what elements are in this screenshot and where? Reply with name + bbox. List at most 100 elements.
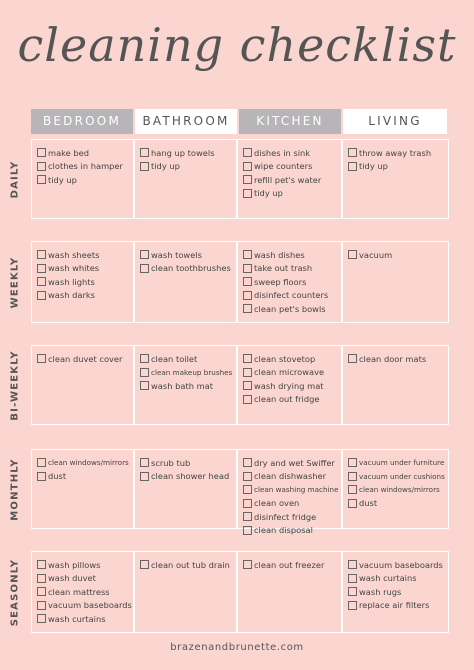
checklist-item[interactable]: clean washing machine — [243, 483, 339, 496]
checkbox[interactable] — [243, 250, 252, 259]
checkbox[interactable] — [140, 381, 149, 390]
checklist-item[interactable]: clean out freezer — [243, 558, 338, 571]
checklist-item[interactable]: clean disposal — [243, 524, 338, 537]
checkbox[interactable] — [243, 560, 252, 569]
checklist-item[interactable]: clean windows/mirrors — [37, 456, 130, 469]
checkbox[interactable] — [348, 573, 357, 583]
checkbox[interactable] — [348, 354, 357, 363]
checklist-item[interactable]: dishes in sink — [243, 146, 338, 159]
checklist-item[interactable]: clean out fridge — [243, 393, 338, 406]
checklist-item[interactable]: clean dishwasher — [243, 470, 338, 483]
checkbox[interactable] — [243, 277, 252, 286]
checkbox[interactable] — [37, 263, 46, 273]
checklist-item[interactable]: clean mattress — [37, 585, 130, 598]
checklist-item[interactable]: clean duvet cover — [37, 352, 130, 365]
checkbox[interactable] — [140, 354, 149, 363]
checklist-item[interactable]: clean windows/mirrors — [348, 483, 445, 496]
checklist-item[interactable]: clean shower head — [140, 470, 233, 483]
checkbox[interactable] — [140, 560, 149, 569]
checklist-item[interactable]: clean oven — [243, 497, 338, 510]
checkbox[interactable] — [243, 367, 252, 377]
checkbox[interactable] — [37, 148, 46, 157]
checkbox[interactable] — [37, 458, 46, 467]
checklist-item[interactable]: tidy up — [37, 173, 130, 186]
checklist-item[interactable]: clean door mats — [348, 352, 445, 365]
checkbox[interactable] — [243, 381, 252, 390]
checkbox[interactable] — [348, 161, 357, 171]
checkbox[interactable] — [243, 188, 252, 198]
checkbox[interactable] — [140, 161, 149, 171]
checkbox[interactable] — [140, 148, 149, 157]
checkbox[interactable] — [243, 485, 252, 494]
checkbox[interactable] — [243, 290, 252, 300]
checklist-item[interactable]: wash sheets — [37, 248, 130, 261]
checkbox[interactable] — [243, 161, 252, 171]
checkbox[interactable] — [243, 512, 252, 521]
checkbox[interactable] — [243, 525, 252, 535]
checkbox[interactable] — [243, 498, 252, 508]
checklist-item[interactable]: tidy up — [243, 187, 338, 200]
checkbox[interactable] — [37, 175, 46, 184]
checklist-item[interactable]: wash towels — [140, 248, 233, 261]
checkbox[interactable] — [37, 277, 46, 286]
checkbox[interactable] — [243, 458, 252, 467]
checkbox[interactable] — [37, 250, 46, 259]
checkbox[interactable] — [140, 471, 149, 481]
checklist-item[interactable]: disinfect fridge — [243, 510, 338, 523]
checklist-item[interactable]: clothes in hamper — [37, 160, 130, 173]
checklist-item[interactable]: wash whites — [37, 262, 130, 275]
checkbox[interactable] — [140, 250, 149, 259]
checklist-item[interactable]: vacuum — [348, 248, 445, 261]
checkbox[interactable] — [243, 304, 252, 313]
checklist-item[interactable]: throw away trash — [348, 146, 445, 159]
checklist-item[interactable]: clean makeup brushes — [140, 366, 233, 379]
checklist-item[interactable]: refill pet's water — [243, 173, 338, 186]
checkbox[interactable] — [37, 290, 46, 300]
checklist-item[interactable]: replace air filters — [348, 599, 445, 612]
checklist-item[interactable]: vacuum under cushions — [348, 470, 445, 483]
checkbox[interactable] — [243, 263, 252, 273]
checkbox[interactable] — [243, 148, 252, 157]
checklist-item[interactable]: wash darks — [37, 289, 130, 302]
checkbox[interactable] — [37, 614, 46, 623]
checklist-item[interactable]: wash lights — [37, 275, 130, 288]
checkbox[interactable] — [37, 354, 46, 363]
checklist-item[interactable]: wash curtains — [348, 572, 445, 585]
checkbox[interactable] — [348, 560, 357, 569]
checklist-item[interactable]: wash rugs — [348, 585, 445, 598]
checkbox[interactable] — [37, 560, 46, 569]
checkbox[interactable] — [243, 394, 252, 404]
checkbox[interactable] — [348, 587, 357, 596]
checkbox[interactable] — [348, 498, 357, 508]
checklist-item[interactable]: dust — [37, 470, 130, 483]
checklist-item[interactable]: dust — [348, 497, 445, 510]
checkbox[interactable] — [348, 471, 357, 481]
checklist-item[interactable]: clean toothbrushes — [140, 262, 233, 275]
checklist-item[interactable]: wash curtains — [37, 612, 130, 625]
checklist-item[interactable]: vacuum baseboards — [37, 599, 132, 612]
checkbox[interactable] — [348, 148, 357, 157]
checklist-item[interactable]: make bed — [37, 146, 130, 159]
checklist-item[interactable]: clean stovetop — [243, 352, 338, 365]
checklist-item[interactable]: dry and wet Swiffer — [243, 456, 338, 469]
checkbox[interactable] — [348, 485, 357, 494]
checkbox[interactable] — [243, 354, 252, 363]
checklist-item[interactable]: clean out tub drain — [140, 558, 233, 571]
checklist-item[interactable]: wash drying mat — [243, 379, 338, 392]
checkbox[interactable] — [243, 471, 252, 481]
checklist-item[interactable]: clean microwave — [243, 366, 338, 379]
checklist-item[interactable]: wash bath mat — [140, 379, 233, 392]
checkbox[interactable] — [140, 458, 149, 467]
checklist-item[interactable]: wash dishes — [243, 248, 338, 261]
checklist-item[interactable]: take out trash — [243, 262, 338, 275]
checkbox[interactable] — [37, 471, 46, 481]
checkbox[interactable] — [140, 367, 149, 377]
checkbox[interactable] — [37, 161, 46, 171]
checklist-item[interactable]: wipe counters — [243, 160, 338, 173]
checklist-item[interactable]: clean toilet — [140, 352, 233, 365]
checkbox[interactable] — [37, 600, 46, 610]
checklist-item[interactable]: vacuum baseboards — [348, 558, 445, 571]
checkbox[interactable] — [243, 175, 252, 184]
checklist-item[interactable]: wash duvet — [37, 572, 130, 585]
checklist-item[interactable]: disinfect counters — [243, 289, 338, 302]
